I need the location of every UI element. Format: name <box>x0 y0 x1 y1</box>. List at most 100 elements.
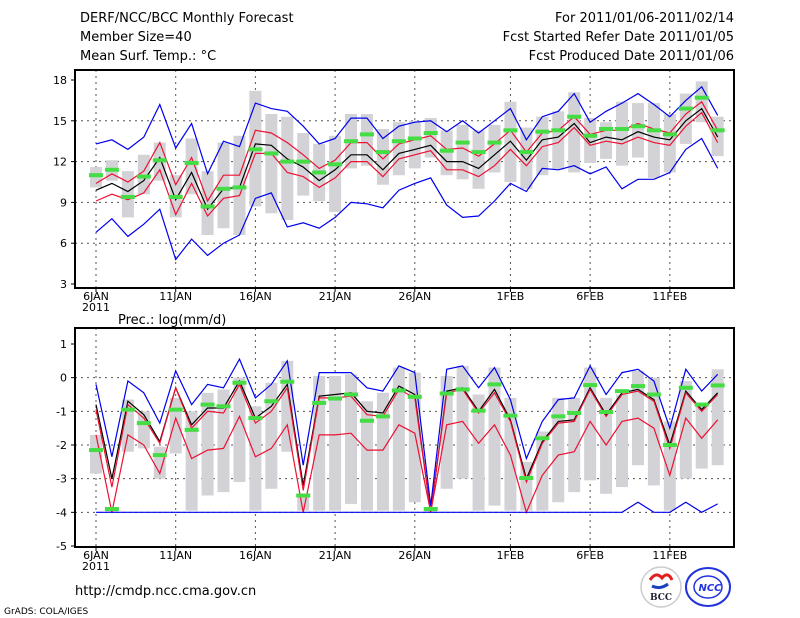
start-date: Fcst Started Refer Date 2011/01/05 <box>503 30 734 45</box>
plot-frame <box>74 327 735 548</box>
range-bar <box>488 367 501 506</box>
range-bar <box>520 127 533 189</box>
observed-marker <box>535 129 550 134</box>
observed-marker <box>104 506 119 511</box>
observed-marker <box>152 158 167 163</box>
observed-marker <box>152 453 167 458</box>
observed-marker <box>583 383 598 388</box>
observed-marker <box>503 413 518 418</box>
observed-marker <box>344 139 359 144</box>
plot-frame <box>74 69 735 289</box>
y-tick-label: -1 <box>56 405 67 418</box>
observed-marker <box>519 150 534 155</box>
observed-marker <box>312 170 327 175</box>
observed-marker <box>710 383 725 388</box>
y-tick-label: -4 <box>56 506 67 519</box>
y-tick-label: 9 <box>60 196 67 209</box>
range-bar <box>440 130 453 176</box>
observed-marker <box>264 399 279 404</box>
temperature-panel: 3 6 9 12 15 18 6JAN 11JAN 16JAN 21JAN 26JAN 1FEB 6FE… <box>53 69 735 314</box>
spread-lower-line <box>95 111 719 218</box>
range-bar <box>297 495 310 511</box>
range-bar <box>568 92 581 173</box>
y-tick-label: 6 <box>60 237 67 250</box>
y-tick-label: 1 <box>60 338 67 351</box>
x-tick-label: 6FEB <box>576 549 604 562</box>
y-tick-label: -5 <box>56 540 67 553</box>
observed-marker <box>519 475 534 480</box>
observed-marker <box>615 389 630 394</box>
member-size: Member Size=40 <box>80 30 192 45</box>
observed-marker <box>168 194 183 199</box>
figure-title: DERF/NCC/BCC Monthly Forecast <box>80 11 294 26</box>
x-tick-label: 16JAN <box>239 290 272 303</box>
range-bar <box>408 372 421 503</box>
observed-marker <box>551 128 566 133</box>
range-bar <box>313 375 326 511</box>
range-bar <box>616 101 629 166</box>
observed-marker <box>296 159 311 164</box>
range-bar <box>90 167 102 188</box>
observed-marker <box>455 387 470 392</box>
observed-marker <box>407 394 422 399</box>
range-bar <box>249 406 262 511</box>
observed-marker <box>264 151 279 156</box>
range-bar <box>472 130 485 189</box>
range-bar <box>121 171 134 218</box>
observed-marker <box>646 128 661 133</box>
observed-marker <box>232 380 247 385</box>
x-tick-label: 16JAN <box>239 549 272 562</box>
spread-upper-line <box>95 100 719 203</box>
min-line <box>96 501 718 513</box>
observed-marker <box>487 140 502 145</box>
observed-marker <box>89 173 103 178</box>
precip-label: Prec.: log(mm/d) <box>118 313 226 328</box>
y-tick-label: 15 <box>53 115 67 128</box>
range-bar <box>185 411 198 511</box>
observed-marker <box>280 159 295 164</box>
observed-marker <box>216 186 231 191</box>
observed-marker <box>328 396 343 401</box>
range-bar <box>217 142 230 229</box>
range-bar <box>552 111 565 170</box>
range-bar <box>711 369 724 466</box>
range-bar <box>488 124 501 173</box>
range-bar <box>233 377 246 483</box>
observed-marker <box>359 418 374 423</box>
range-bar <box>297 133 310 196</box>
y-tick-label: 18 <box>53 74 67 87</box>
x-tick-label: 11FEB <box>652 290 687 303</box>
observed-marker <box>503 128 518 133</box>
range-bar <box>360 401 373 511</box>
x-tick-label: 21JAN <box>319 290 352 303</box>
observed-marker <box>678 106 693 111</box>
range-bar <box>647 103 660 178</box>
x-tick-label: 26JAN <box>398 290 431 303</box>
observed-marker <box>471 408 486 413</box>
range-bar <box>90 434 102 474</box>
observed-marker <box>200 204 215 209</box>
observed-marker <box>583 133 598 138</box>
range-bar <box>392 367 405 511</box>
observed-marker <box>136 174 151 179</box>
observed-marker <box>104 167 119 172</box>
observed-marker <box>232 185 247 190</box>
observed-marker <box>120 407 135 412</box>
max-line <box>95 85 719 176</box>
observed-marker <box>248 147 263 152</box>
observed-marker <box>567 114 582 119</box>
y-tick-label: -3 <box>56 473 67 486</box>
observed-marker <box>487 382 502 387</box>
y-tick-label: 12 <box>53 156 67 169</box>
observed-marker <box>328 162 343 167</box>
range-bar <box>679 93 692 144</box>
range-bar <box>185 138 198 195</box>
range-bar <box>440 375 453 489</box>
range-bar <box>201 392 214 496</box>
svg-text:BCC: BCC <box>650 593 672 603</box>
y-tick-label: -2 <box>56 439 67 452</box>
observed-marker <box>551 414 566 419</box>
range-bar <box>281 116 294 221</box>
observed-marker <box>694 95 709 100</box>
range-bar <box>456 124 469 180</box>
